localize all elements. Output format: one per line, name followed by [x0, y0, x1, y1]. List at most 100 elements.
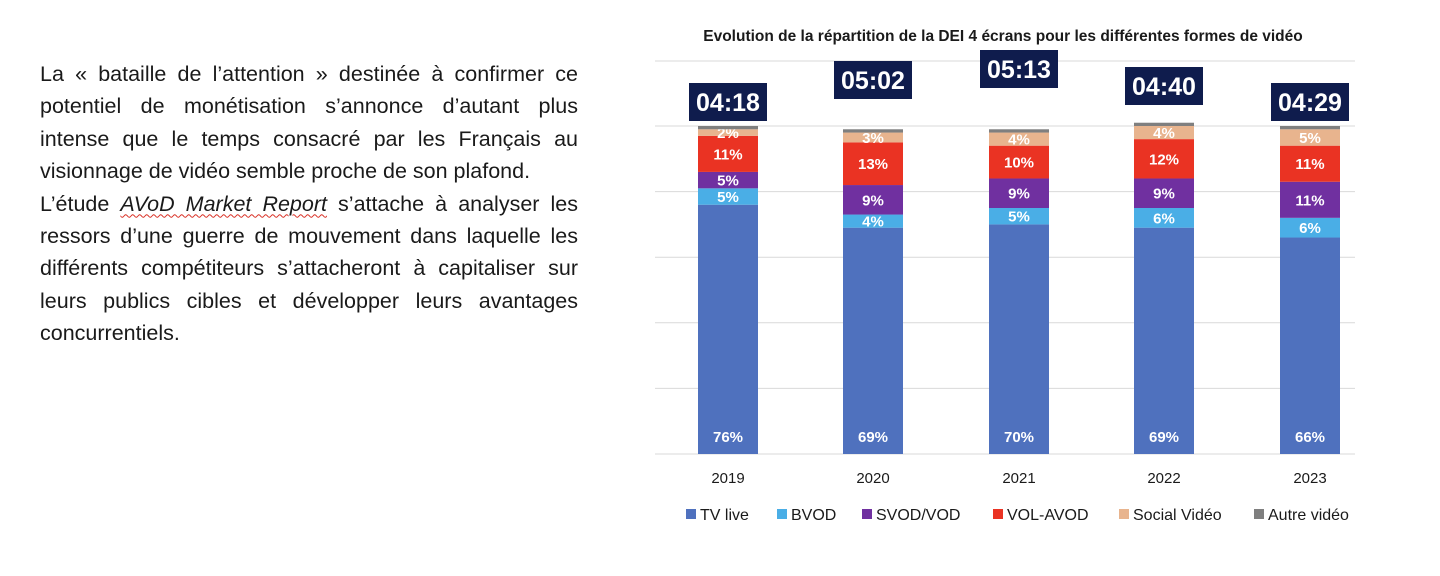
- legend-swatch: [1254, 509, 1264, 519]
- report-title: AVoD Market Report: [120, 191, 327, 216]
- bar-segment: [698, 171, 758, 189]
- legend-swatch: [993, 509, 1003, 519]
- total-box-bg: [1271, 83, 1349, 121]
- legend-item: Autre vidéo: [1254, 507, 1349, 524]
- total-box: 04:29: [1271, 83, 1349, 121]
- data-label: 12%: [1149, 151, 1179, 168]
- bar-segment: [1134, 227, 1194, 454]
- x-tick-label: 2019: [711, 470, 744, 487]
- paragraph-2-intro: L’étude: [40, 191, 121, 216]
- data-label: 11%: [713, 146, 742, 163]
- bar-segment: [843, 142, 903, 186]
- paragraph-2-body: s’attache à analyser les ressors d’une g…: [40, 191, 579, 346]
- data-label: 69%: [858, 429, 888, 446]
- data-label: 9%: [1008, 186, 1030, 203]
- bar-segment: [843, 214, 903, 228]
- data-label: 9%: [1153, 186, 1175, 203]
- legend-item: Social Vidéo: [1119, 507, 1222, 524]
- legend-label: Autre vidéo: [1268, 507, 1349, 524]
- data-label: 3%: [862, 130, 884, 147]
- bar-segment: [1134, 178, 1194, 208]
- legend-item: SVOD/VOD: [862, 507, 960, 524]
- data-label: 5%: [717, 173, 739, 190]
- bar-segment: [989, 208, 1049, 225]
- bar-stack-2019: 76% 5%5% 11% 2%: [698, 125, 758, 454]
- data-label: 4%: [1008, 132, 1030, 149]
- bar-segment: [989, 132, 1049, 146]
- legend: TV live BVOD SVOD/VOD VOL-AVOD Social Vidéo A…: [686, 507, 1349, 524]
- total-box: 05:13: [980, 50, 1058, 88]
- data-label: 4%: [1153, 125, 1175, 142]
- data-label: 5%: [717, 189, 739, 206]
- bar-segment: [1134, 208, 1194, 228]
- legend-swatch: [862, 509, 872, 519]
- text-panel: La « bataille de l’attention » destinée …: [40, 58, 578, 350]
- bar-segment: [1134, 126, 1194, 140]
- legend-item: BVOD: [777, 507, 836, 524]
- legend-label: Social Vidéo: [1133, 507, 1222, 524]
- bar-segment: [698, 188, 758, 205]
- bar-segment: [1280, 237, 1340, 454]
- bar-segment: [989, 178, 1049, 208]
- data-label: 5%: [1008, 209, 1030, 226]
- total-time-label: 04:18: [696, 89, 760, 117]
- legend-swatch: [1119, 509, 1129, 519]
- bar-segment: [1134, 122, 1194, 126]
- x-axis: 2019 2020 2021 2022 2023: [711, 470, 1326, 487]
- data-label: 6%: [1299, 220, 1321, 237]
- x-tick-label: 2023: [1293, 470, 1326, 487]
- data-label: 70%: [1004, 429, 1034, 446]
- bar-segment: [989, 129, 1049, 133]
- total-time-label: 04:40: [1132, 73, 1196, 101]
- paragraph-1: La « bataille de l’attention » destinée …: [40, 62, 578, 184]
- bar-segment: [1280, 217, 1340, 238]
- total-box: 05:02: [834, 61, 912, 99]
- legend-label: BVOD: [791, 507, 836, 524]
- data-label: 10%: [1004, 155, 1034, 172]
- data-label: 66%: [1295, 429, 1325, 446]
- bar-segment: [989, 224, 1049, 454]
- x-tick-label: 2021: [1002, 470, 1035, 487]
- total-box-bg: [980, 50, 1058, 88]
- data-label: 4%: [862, 214, 884, 231]
- total-box-bg: [689, 83, 767, 121]
- total-box-bg: [1125, 67, 1203, 105]
- bar-segment: [698, 204, 758, 454]
- bar-stack-2022: 69% 6% 9% 12% 4%: [1134, 122, 1194, 454]
- total-time-label: 04:29: [1278, 89, 1342, 117]
- legend-item: TV live: [686, 507, 749, 524]
- legend-label: SVOD/VOD: [876, 507, 960, 524]
- bar-segment: [1280, 126, 1340, 130]
- data-label: 6%: [1153, 210, 1175, 227]
- bar-segment: [843, 132, 903, 143]
- data-label: 69%: [1149, 429, 1179, 446]
- total-time-label: 05:02: [841, 67, 905, 95]
- bar-segment: [1134, 139, 1194, 179]
- data-label: 5%: [1299, 130, 1321, 147]
- total-box: 04:40: [1125, 67, 1203, 105]
- bar-segment: [843, 129, 903, 133]
- total-time-label: 05:13: [987, 56, 1051, 84]
- bar-segment: [989, 145, 1049, 179]
- bar-segment: [843, 185, 903, 215]
- bar-segment: [843, 227, 903, 454]
- data-label: 76%: [713, 429, 743, 446]
- bar-segment: [698, 135, 758, 172]
- legend-swatch: [777, 509, 787, 519]
- chart-title: Evolution de la répartition de la DEI 4 …: [703, 28, 1303, 45]
- legend-label: VOL-AVOD: [1007, 507, 1089, 524]
- bar-segment: [698, 126, 758, 130]
- legend-label: TV live: [700, 507, 749, 524]
- bar-stack-2021: 70% 5% 9% 10% 4%: [989, 129, 1049, 454]
- total-box: 04:18: [689, 83, 767, 121]
- data-label: 13%: [858, 156, 888, 173]
- total-time-boxes: 04:18 05:02 05:13 04:40 04:29: [689, 50, 1349, 121]
- bar-segment: [1280, 129, 1340, 146]
- bar-segment: [1280, 145, 1340, 182]
- bar-stack-2023: 66% 6% 11% 11% 5%: [1280, 126, 1340, 454]
- legend-swatch: [686, 509, 696, 519]
- data-label: 2%: [717, 125, 739, 142]
- bar-segment: [1280, 181, 1340, 218]
- data-label: 11%: [1295, 192, 1324, 209]
